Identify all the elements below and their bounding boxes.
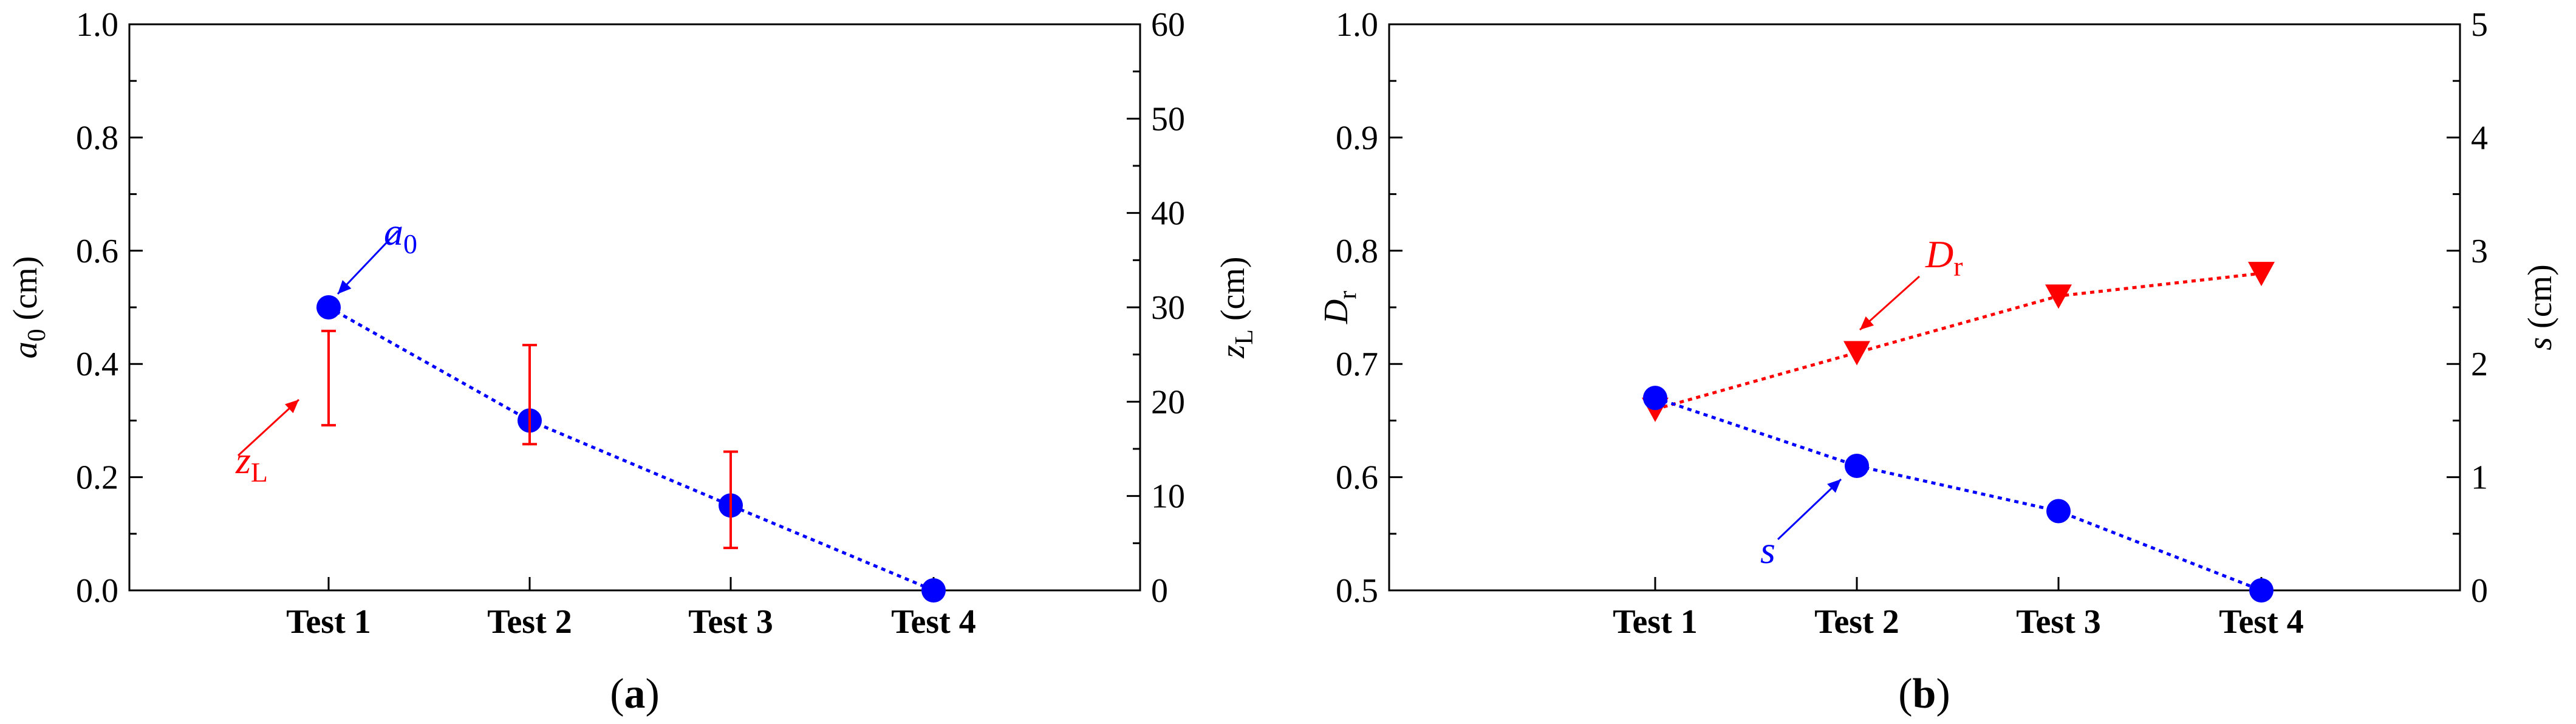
axis-symbol: s — [2521, 337, 2559, 350]
panel-a: 0.0 0.2 0.4 0.6 0.8 1.0 0 10 20 30 40 50 60 Test 1 Tes… — [7, 6, 1259, 717]
data-point — [921, 578, 946, 603]
right-tick-label: 2 — [2471, 346, 2488, 383]
x-tick-label: Test 3 — [688, 603, 773, 641]
left-tick-label: 1.0 — [76, 6, 118, 44]
right-tick-label: 50 — [1151, 100, 1185, 138]
left-axis-label: Dr — [1317, 291, 1362, 324]
right-tick-label: 0 — [1151, 572, 1168, 610]
series-subscript: r — [1953, 251, 1963, 282]
right-tick-label: 60 — [1151, 6, 1185, 44]
data-point — [2046, 499, 2071, 524]
left-tick-label: 0.7 — [1336, 346, 1378, 383]
right-tick-label: 10 — [1151, 478, 1185, 516]
data-point — [2249, 578, 2274, 603]
arrow-head — [1827, 479, 1841, 493]
arrow-head — [285, 400, 299, 414]
series-line — [1655, 396, 2262, 592]
series-label: a0 — [384, 210, 417, 259]
panel-label-letter: b — [1913, 671, 1936, 717]
x-tick-label: Test 1 — [1613, 603, 1698, 641]
panel-label-paren: ( — [610, 671, 624, 717]
left-tick-label: 0.4 — [76, 346, 118, 383]
right-axis-label: zL (cm) — [1214, 256, 1259, 358]
x-tick-label: Test 2 — [1814, 603, 1899, 641]
x-tick-label: Test 4 — [2219, 603, 2304, 641]
right-tick-label: 3 — [2471, 233, 2488, 270]
panel-label: (a) — [610, 671, 660, 717]
right-axis-label: s (cm) — [2521, 264, 2559, 350]
series-symbol: D — [1925, 233, 1953, 276]
series-label: zL — [235, 439, 268, 488]
data-point — [316, 295, 341, 319]
x-tick-label: Test 3 — [2016, 603, 2101, 641]
annotation-arrow — [337, 230, 399, 295]
right-tick-label: 20 — [1151, 383, 1185, 421]
axis-unit: (cm) — [7, 256, 44, 329]
axis-unit: (cm) — [1214, 256, 1252, 329]
series-label: s — [1760, 528, 1775, 572]
left-tick-label: 0.6 — [1336, 459, 1378, 497]
right-tick-label: 0 — [2471, 572, 2488, 610]
axis-subscript: r — [1334, 291, 1362, 299]
right-tick-label: 5 — [2471, 6, 2488, 44]
plot-frame — [1388, 23, 2461, 592]
panel-label-paren: ) — [646, 671, 660, 717]
annotation-z: zL — [235, 398, 300, 488]
panel-label: (b) — [1898, 671, 1950, 717]
data-point — [1643, 386, 1667, 411]
series-label: Dr — [1925, 233, 1963, 282]
left-tick-label: 0.5 — [1336, 572, 1378, 610]
axis-symbol: z — [1214, 345, 1252, 359]
axis-unit: (cm) — [2521, 264, 2559, 337]
data-point — [1843, 341, 1870, 366]
panel-b: 0.5 0.6 0.7 0.8 0.9 1.0 0 1 2 3 4 5 Test 1 Test 2 Test… — [1317, 6, 2559, 717]
axis-symbol: D — [1317, 299, 1355, 324]
series-line — [1655, 272, 2262, 411]
left-tick-label: 1.0 — [1336, 6, 1378, 44]
annotation-arrow — [1777, 478, 1842, 541]
right-tick-label: 1 — [2471, 459, 2488, 497]
left-tick-label: 0.8 — [1336, 233, 1378, 270]
panel-label-paren: ) — [1936, 671, 1950, 717]
panel-label-letter: a — [624, 671, 646, 717]
data-point — [2045, 284, 2072, 309]
left-tick-label: 0.8 — [76, 119, 118, 157]
annotation-s: s — [1760, 478, 1842, 572]
arrow-head — [338, 280, 352, 294]
right-tick-label: 4 — [2471, 119, 2488, 157]
left-tick-label: 0.6 — [76, 233, 118, 270]
axis-subscript: 0 — [23, 329, 51, 341]
series-subscript: 0 — [403, 228, 417, 259]
data-point — [1845, 453, 1869, 478]
panel-label-paren: ( — [1898, 671, 1912, 717]
right-tick-label: 40 — [1151, 195, 1185, 233]
data-point — [2248, 262, 2275, 287]
annotation-arrow — [237, 398, 300, 457]
axis-subscript: L — [1231, 329, 1259, 345]
annotation-a: a0 — [337, 210, 417, 295]
left-axis-label: a0 (cm) — [7, 256, 51, 359]
axis-symbol: a — [7, 341, 44, 358]
x-tick-label: Test 4 — [891, 603, 976, 641]
left-tick-label: 0.2 — [76, 459, 118, 497]
x-tick-label: Test 1 — [286, 603, 371, 641]
series-line — [327, 306, 934, 592]
x-tick-label: Test 2 — [487, 603, 572, 641]
series-symbol: s — [1760, 528, 1775, 572]
annotation-D: Dr — [1859, 233, 1963, 331]
left-tick-label: 0.0 — [76, 572, 118, 610]
left-tick-label: 0.9 — [1336, 119, 1378, 157]
series-symbol: a — [384, 210, 403, 253]
series-subscript: L — [251, 457, 268, 488]
right-tick-label: 30 — [1151, 289, 1185, 327]
plot-frame — [128, 23, 1141, 592]
arrow-head — [1860, 316, 1874, 330]
